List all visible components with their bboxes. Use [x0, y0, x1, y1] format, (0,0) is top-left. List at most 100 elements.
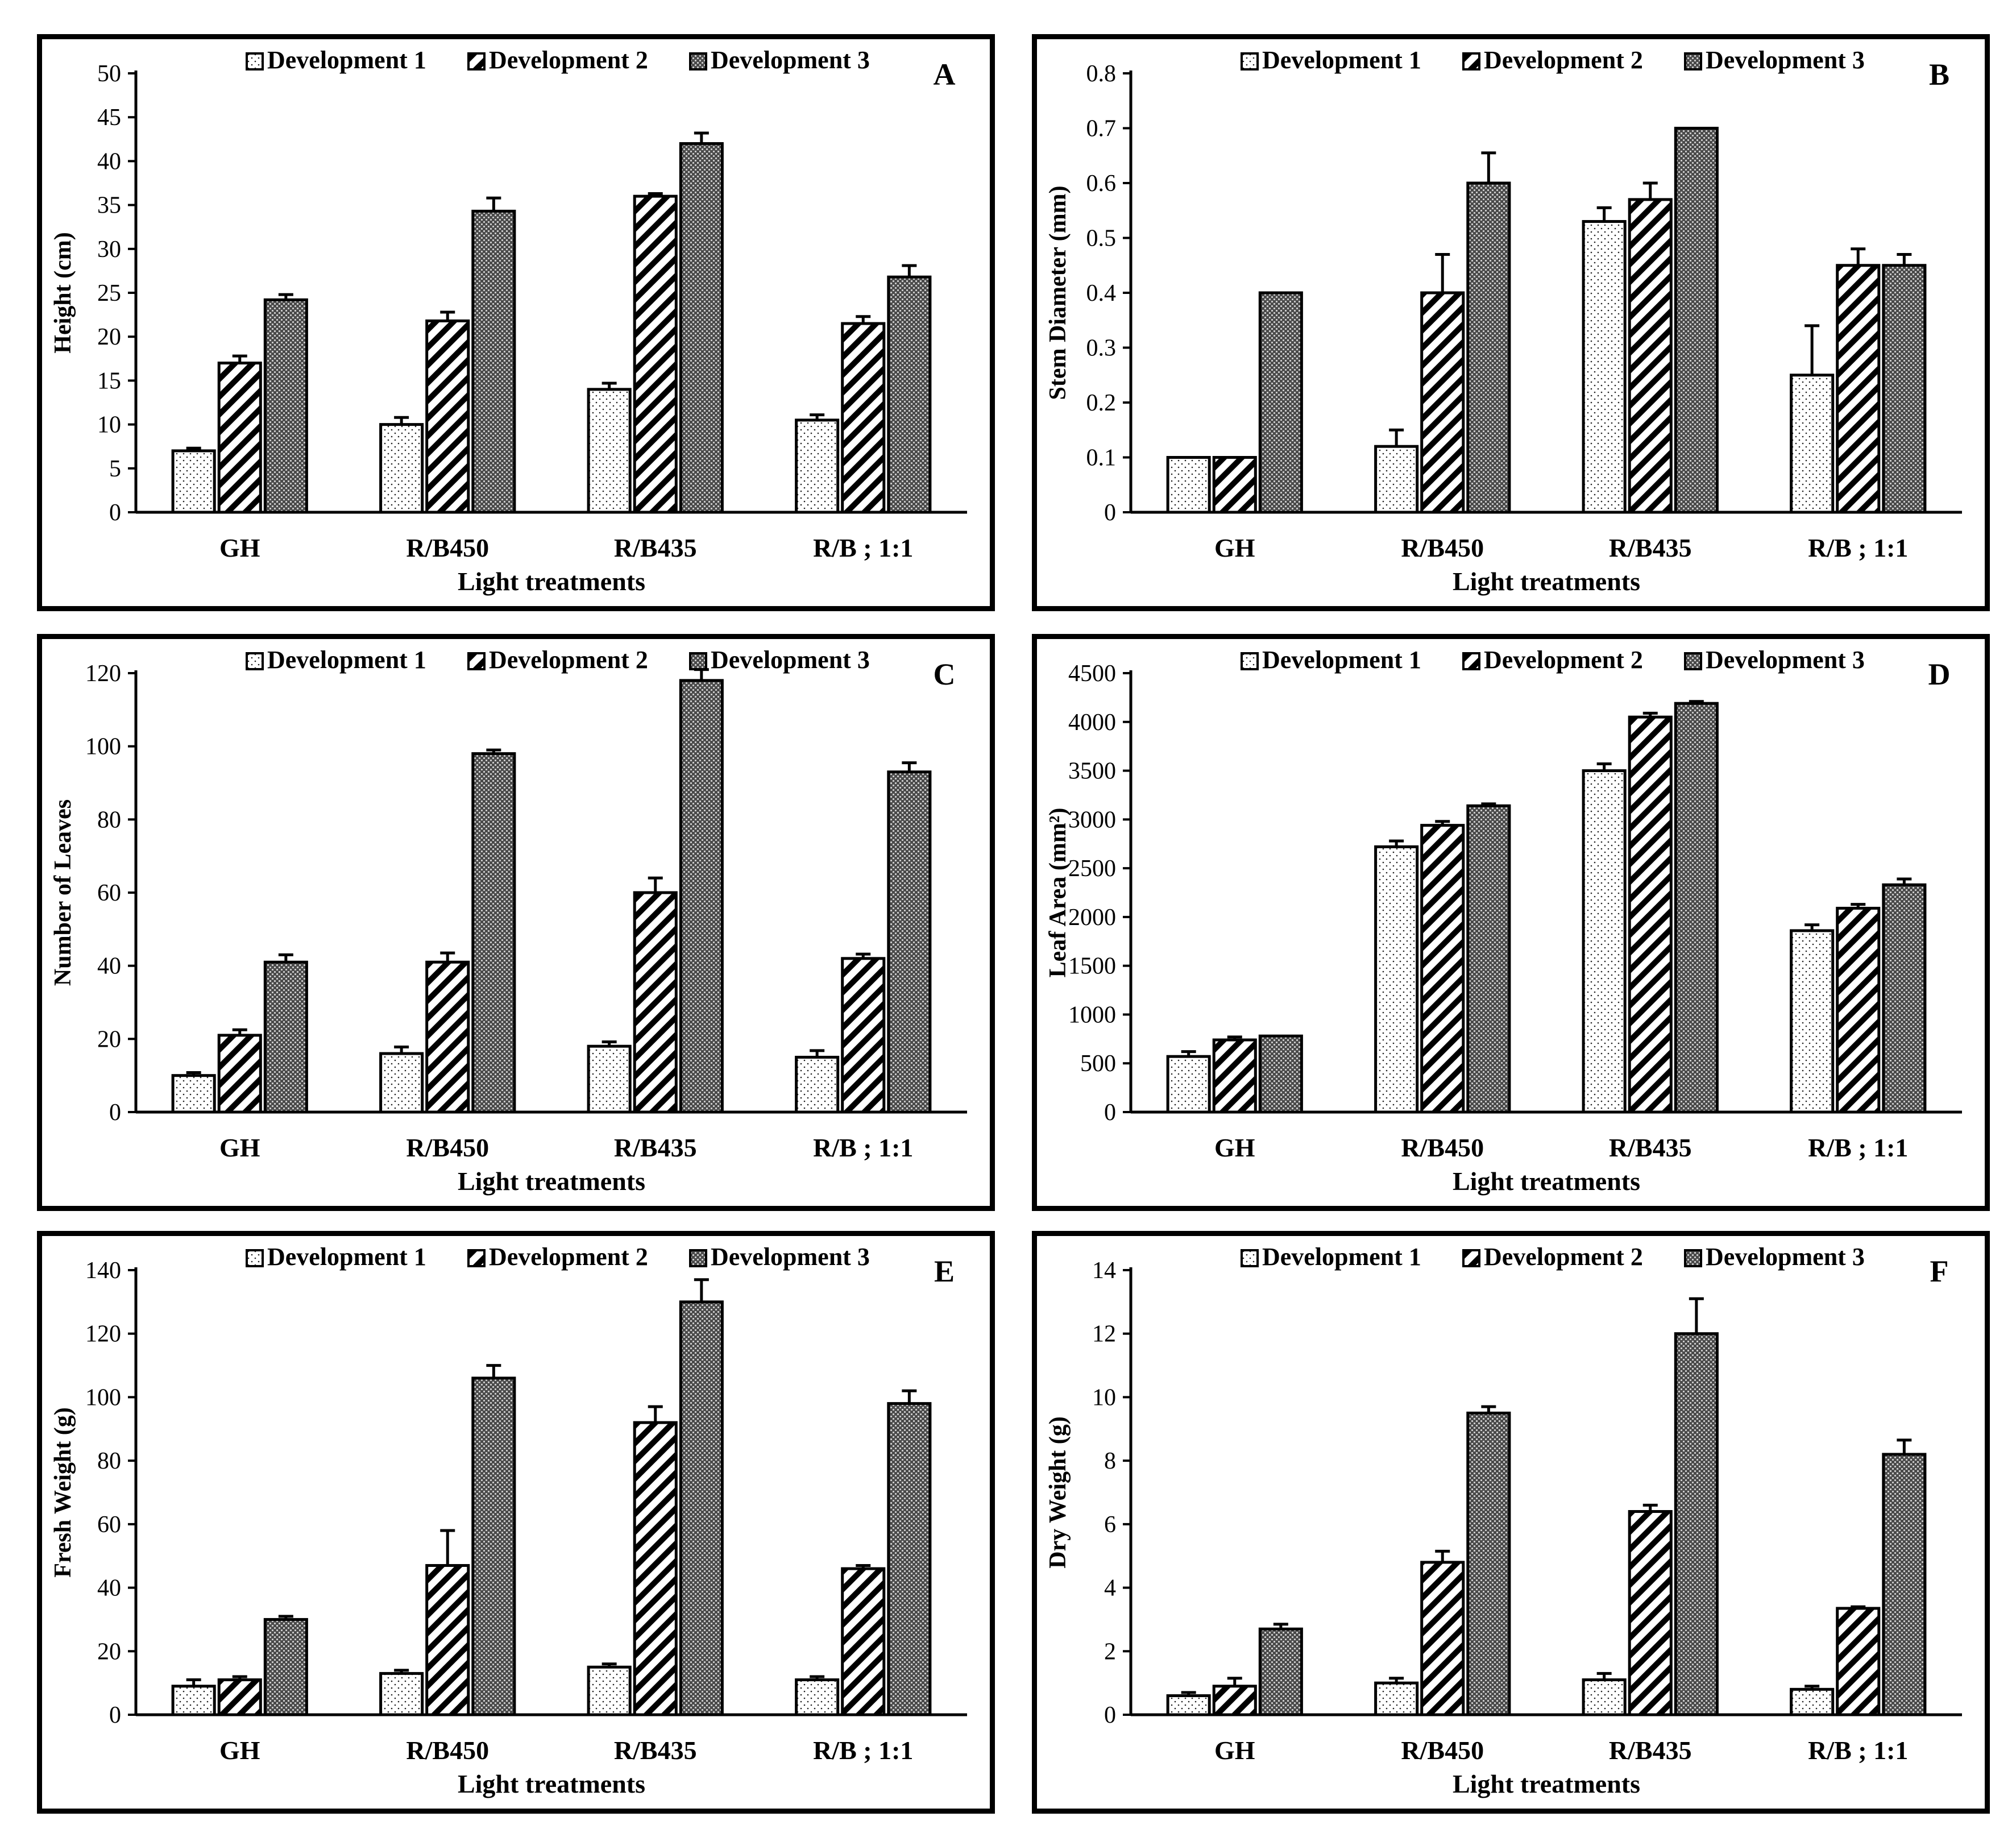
chart-panel-e: 0 20 40 60 80 100 120 140 GH R/B450 R/B435 R/B ; 1:… [37, 1231, 995, 1814]
bar-dev3-2 [471, 752, 516, 1114]
y-tick-label: 40 [97, 953, 121, 980]
bar-dev2-4 [1836, 264, 1881, 514]
bar-dev3-3 [679, 1300, 724, 1716]
x-tick-label: R/B ; 1:1 [1808, 1133, 1908, 1162]
legend-label-dev1: Development 1 [267, 1243, 426, 1271]
y-tick-label: 2500 [1068, 856, 1116, 882]
y-tick-label: 5 [109, 456, 121, 482]
x-tick-label: R/B450 [1401, 1736, 1484, 1765]
y-tick-label: 0.8 [1086, 61, 1117, 87]
y-tick-label: 2000 [1068, 905, 1116, 931]
bar-dev2-2 [425, 1564, 470, 1716]
legend-swatch-dev2 [1462, 52, 1480, 70]
legend-swatch-dev1 [1241, 52, 1259, 70]
y-tick-label: 4500 [1068, 661, 1116, 687]
chart-panel-a: 0 5 10 15 20 25 30 35 40 45 50 GH R/B450 R/B435 R/B ; … [37, 34, 995, 611]
chart-svg-b: 0 0.1 0.2 0.3 0.4 0.5 0.6 0.7 0.8 GH R/B450 R/B435 R… [1045, 46, 1962, 596]
bar-dev2-3 [633, 194, 678, 514]
y-tick-label: 0.2 [1086, 390, 1117, 416]
legend-swatch-dev3 [1684, 1249, 1702, 1267]
y-tick-label: 3000 [1068, 807, 1116, 833]
y-tick-label: 500 [1080, 1051, 1116, 1077]
legend-label-dev2: Development 2 [489, 46, 648, 74]
y-tick-label: 20 [97, 1026, 121, 1052]
x-tick-label: R/B ; 1:1 [813, 1133, 913, 1162]
y-tick-label: 20 [97, 1639, 121, 1665]
bar-dev2-1 [1212, 1685, 1257, 1716]
legend-label-dev1: Development 1 [1262, 1243, 1421, 1271]
y-axis-title: Dry Weight (g) [1045, 1416, 1071, 1569]
y-tick-label: 10 [1092, 1384, 1116, 1411]
y-tick-label: 0 [109, 1702, 121, 1728]
x-tick-label: GH [1214, 1736, 1255, 1765]
bar-dev3-4 [1882, 264, 1927, 514]
y-tick-label: 45 [97, 105, 121, 131]
y-axis-title: Fresh Weight (g) [50, 1407, 76, 1577]
y-tick-label: 4000 [1068, 710, 1116, 736]
x-tick-label: GH [219, 533, 260, 562]
legend-swatch-dev3 [1684, 52, 1702, 70]
bar-dev1-3 [587, 1044, 632, 1114]
legend-swatch-dev2 [1462, 652, 1480, 670]
bar-dev1-1 [171, 1074, 216, 1114]
chart-panel-b: 0 0.1 0.2 0.3 0.4 0.5 0.6 0.7 0.8 GH R/B450 R/B435 R… [1032, 34, 1990, 611]
bar-dev1-1 [1166, 1055, 1211, 1114]
y-tick-label: 0 [109, 1100, 121, 1126]
legend-label-dev1: Development 1 [1262, 46, 1421, 74]
bar-dev1-3 [1582, 769, 1627, 1114]
chart-svg-e: 0 20 40 60 80 100 120 140 GH R/B450 R/B435 R/B ; 1:… [50, 1243, 967, 1798]
bar-dev2-3 [1628, 198, 1673, 514]
y-tick-label: 60 [97, 880, 121, 906]
chart-panel-f: 0 2 4 6 8 10 12 14 GH R/B450 R/B435 R/B ; 1:1 Light … [1032, 1231, 1990, 1814]
bar-dev3-1 [263, 298, 308, 514]
x-tick-label: R/B435 [614, 1736, 697, 1765]
y-tick-label: 60 [97, 1512, 121, 1538]
bar-dev3-1 [1258, 291, 1303, 514]
y-tick-label: 0.3 [1086, 335, 1117, 362]
legend-swatch-dev2 [467, 52, 486, 70]
x-tick-label: R/B435 [614, 1133, 697, 1162]
y-tick-label: 140 [85, 1258, 121, 1284]
y-tick-label: 0.6 [1086, 171, 1117, 197]
bar-dev3-3 [1674, 1332, 1719, 1716]
legend-label-dev2: Development 2 [489, 646, 648, 674]
bar-dev3-2 [471, 209, 516, 514]
bar-dev1-2 [379, 1672, 424, 1716]
x-tick-label: GH [219, 1133, 260, 1162]
legend-swatch-dev1 [1241, 652, 1259, 670]
legend-label-dev3: Development 3 [1706, 46, 1865, 74]
bar-dev2-2 [1420, 291, 1465, 514]
y-tick-label: 0.1 [1086, 445, 1117, 471]
bar-dev3-4 [887, 275, 932, 514]
bar-dev2-3 [1628, 715, 1673, 1114]
y-tick-label: 80 [97, 807, 121, 833]
bar-dev3-3 [679, 679, 724, 1114]
legend-swatch-dev1 [246, 52, 264, 70]
chart-svg-d: 0 500 1000 1500 2000 2500 3000 3500 4000 4500 GH R/… [1045, 646, 1962, 1196]
y-tick-label: 3500 [1068, 758, 1116, 785]
bar-dev2-2 [1420, 1561, 1465, 1716]
bar-dev1-2 [1374, 845, 1419, 1114]
x-tick-label: R/B ; 1:1 [1808, 1736, 1908, 1765]
y-tick-label: 14 [1092, 1258, 1116, 1284]
y-tick-label: 0 [109, 500, 121, 526]
bar-dev3-3 [679, 142, 724, 514]
panel-letter: A [934, 57, 956, 92]
y-axis-title: Leaf Area (mm²) [1045, 808, 1071, 978]
bar-dev1-2 [379, 1052, 424, 1114]
legend-label-dev3: Development 3 [1706, 646, 1865, 674]
chart-panel-d: 0 500 1000 1500 2000 2500 3000 3500 4000 4500 GH R/… [1032, 634, 1990, 1211]
bar-dev1-4 [795, 1056, 840, 1114]
x-tick-label: R/B435 [614, 533, 697, 562]
bar-dev2-1 [1212, 1038, 1257, 1114]
legend-label-dev2: Development 2 [1484, 646, 1643, 674]
x-tick-label: GH [1214, 1133, 1255, 1162]
bar-dev3-3 [1674, 702, 1719, 1114]
x-axis-title: Light treatments [458, 567, 645, 596]
legend-swatch-dev3 [689, 1249, 707, 1267]
y-tick-label: 100 [85, 1384, 121, 1411]
legend-swatch-dev2 [1462, 1249, 1480, 1267]
bar-dev2-1 [1212, 456, 1257, 514]
bar-dev1-3 [1582, 1678, 1627, 1716]
bar-dev2-4 [841, 322, 886, 514]
